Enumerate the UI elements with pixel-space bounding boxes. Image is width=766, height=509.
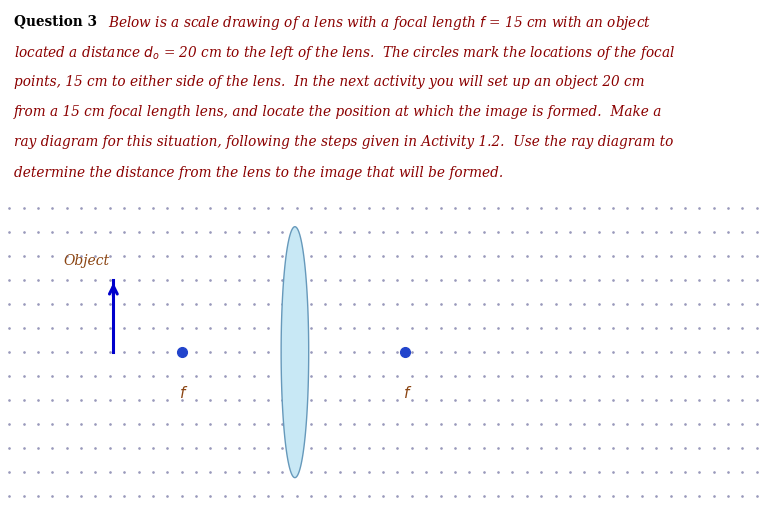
Polygon shape: [281, 227, 309, 477]
Text: $f$: $f$: [179, 384, 188, 400]
Text: Below is a scale drawing of a lens with a focal length $f$ = 15 cm with an objec: Below is a scale drawing of a lens with …: [104, 14, 651, 32]
Text: ray diagram for this situation, following the steps given in Activity 1.2.  Use : ray diagram for this situation, followin…: [14, 135, 673, 149]
Text: located a distance $d_o$ = 20 cm to the left of the lens.  The circles mark the : located a distance $d_o$ = 20 cm to the …: [14, 44, 675, 62]
Text: Question 3: Question 3: [14, 14, 102, 27]
Text: points, 15 cm to either side of the lens.  In the next activity you will set up : points, 15 cm to either side of the lens…: [14, 74, 644, 89]
Text: $f$: $f$: [403, 384, 412, 400]
Text: Object: Object: [64, 254, 110, 268]
Text: determine the distance from the lens to the image that will be formed.: determine the distance from the lens to …: [14, 165, 503, 180]
Text: from a 15 cm focal length lens, and locate the position at which the image is fo: from a 15 cm focal length lens, and loca…: [14, 105, 662, 119]
